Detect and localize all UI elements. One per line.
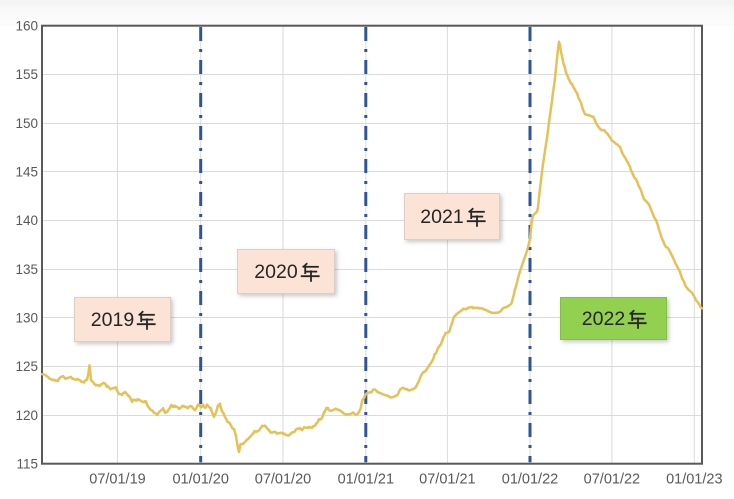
- svg-text:07/01/21: 07/01/21: [419, 472, 475, 488]
- svg-text:01/01/20: 01/01/20: [172, 472, 228, 488]
- svg-text:01/01/22: 01/01/22: [502, 472, 558, 488]
- svg-text:07/01/22: 07/01/22: [584, 472, 640, 488]
- svg-text:01/01/21: 01/01/21: [338, 472, 394, 488]
- svg-text:01/01/23: 01/01/23: [666, 472, 722, 488]
- svg-text:07/01/20: 07/01/20: [255, 472, 311, 488]
- svg-text:115: 115: [16, 457, 38, 472]
- svg-text:145: 145: [15, 165, 38, 180]
- svg-text:155: 155: [15, 67, 38, 82]
- svg-text:150: 150: [15, 116, 38, 131]
- svg-text:07/01/19: 07/01/19: [89, 472, 145, 488]
- svg-text:130: 130: [15, 311, 38, 326]
- svg-text:120: 120: [15, 408, 38, 423]
- svg-text:160: 160: [15, 19, 38, 34]
- svg-text:140: 140: [15, 213, 38, 228]
- svg-text:125: 125: [15, 359, 38, 374]
- svg-text:135: 135: [15, 262, 38, 277]
